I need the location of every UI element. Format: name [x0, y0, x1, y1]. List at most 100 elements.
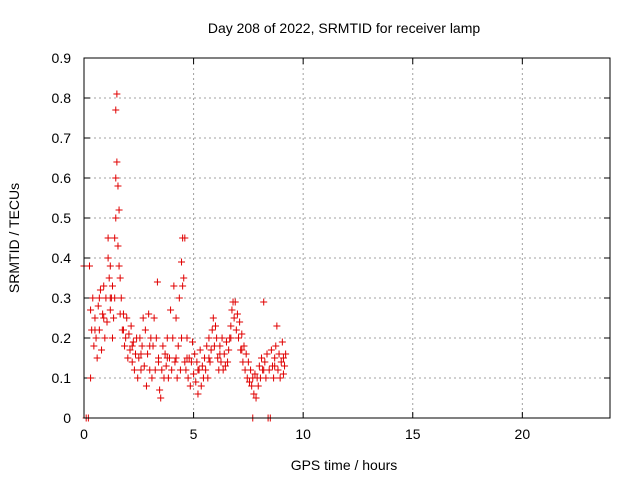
data-point [248, 382, 256, 390]
y-tick-label: 0.7 [52, 130, 72, 146]
data-point [192, 378, 200, 386]
data-point [228, 306, 236, 314]
data-point [227, 334, 235, 342]
data-point [127, 322, 135, 330]
data-point [277, 358, 285, 366]
data-point [271, 354, 279, 362]
data-point [183, 354, 191, 362]
data-point [197, 382, 205, 390]
data-point [216, 350, 224, 358]
x-axis-title: GPS time / hours [291, 457, 398, 473]
data-point [238, 346, 246, 354]
data-point [260, 366, 268, 374]
data-point [207, 346, 215, 354]
data-point [161, 350, 169, 358]
data-point [255, 362, 263, 370]
data-point [279, 370, 287, 378]
data-point [135, 354, 143, 362]
data-point [155, 358, 163, 366]
data-point [124, 354, 132, 362]
data-point [183, 334, 191, 342]
data-point [106, 262, 114, 270]
data-point [250, 390, 258, 398]
data-point [181, 358, 189, 366]
data-point [204, 374, 212, 382]
data-point [152, 334, 160, 342]
data-point [224, 358, 232, 366]
data-point [217, 358, 225, 366]
data-point [236, 318, 244, 326]
data-point [99, 310, 107, 318]
x-tick-label: 5 [190, 426, 198, 442]
data-point [100, 282, 108, 290]
data-point [92, 334, 100, 342]
data-point [108, 334, 116, 342]
data-point [196, 346, 204, 354]
data-point [191, 350, 199, 358]
x-tick-label: 0 [80, 426, 88, 442]
data-point [121, 342, 129, 350]
data-point [101, 334, 109, 342]
data-point [108, 282, 116, 290]
data-point [134, 374, 142, 382]
data-point [94, 302, 102, 310]
data-point [279, 354, 287, 362]
data-point [129, 338, 137, 346]
data-point [144, 350, 152, 358]
data-point [125, 330, 133, 338]
chart-title: Day 208 of 2022, SRMTID for receiver lam… [208, 20, 481, 36]
data-point [150, 314, 158, 322]
data-point [240, 342, 248, 350]
data-point [254, 382, 262, 390]
data-point [162, 362, 170, 370]
y-tick-label: 0.3 [52, 290, 72, 306]
data-point [227, 322, 235, 330]
data-point [141, 326, 149, 334]
data-point [271, 362, 279, 370]
data-point [219, 366, 227, 374]
data-point [267, 346, 275, 354]
data-point [158, 366, 166, 374]
data-point [128, 342, 136, 350]
data-point [194, 390, 202, 398]
data-point [251, 370, 259, 378]
data-point [167, 306, 175, 314]
data-point [119, 326, 127, 334]
data-point [100, 314, 108, 322]
data-point [91, 314, 99, 322]
data-point [112, 174, 120, 182]
data-point [110, 314, 118, 322]
data-point [202, 366, 210, 374]
data-point [214, 354, 222, 362]
y-tick-label: 0 [63, 410, 71, 426]
data-point [258, 354, 266, 362]
data-point [261, 358, 269, 366]
x-tick-label: 20 [515, 426, 531, 442]
data-point [171, 358, 179, 366]
data-point [126, 346, 134, 354]
x-tick-label: 10 [295, 426, 311, 442]
data-point [222, 338, 230, 346]
data-point [159, 342, 167, 350]
data-point [168, 366, 176, 374]
data-point [270, 374, 278, 382]
data-point [122, 334, 130, 342]
data-point [115, 262, 123, 270]
data-point [203, 342, 211, 350]
data-point [231, 298, 239, 306]
data-point [194, 366, 202, 374]
data-point [117, 294, 125, 302]
data-point [87, 306, 95, 314]
data-point [105, 274, 113, 282]
data-point [169, 334, 177, 342]
data-point [112, 214, 120, 222]
data-point [137, 366, 145, 374]
data-point [96, 286, 104, 294]
data-point [188, 338, 196, 346]
data-point [281, 362, 289, 370]
data-point [221, 362, 229, 370]
data-point [249, 374, 257, 382]
data-point [90, 342, 98, 350]
x-tick-label: 15 [405, 426, 421, 442]
